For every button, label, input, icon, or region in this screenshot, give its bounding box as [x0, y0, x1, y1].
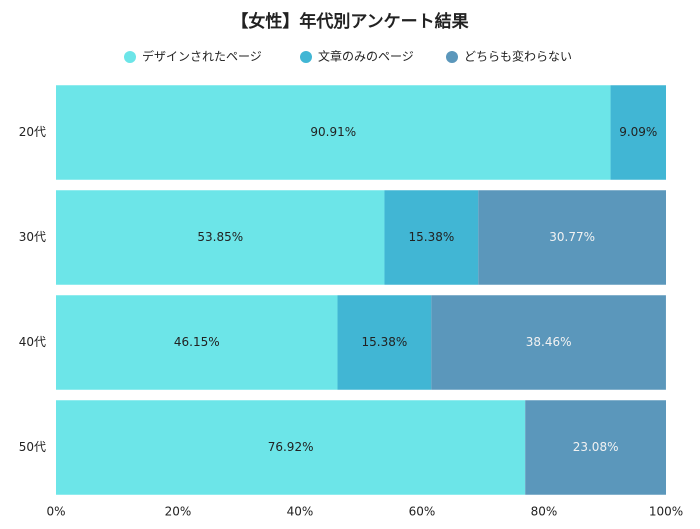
bar-segment [384, 190, 479, 285]
value-label: 90.91% [310, 125, 356, 139]
legend-swatch [124, 51, 136, 63]
chart-title: 【女性】年代別アンケート結果 [231, 11, 468, 32]
value-label: 53.85% [197, 230, 243, 244]
y-tick-label: 40代 [19, 335, 46, 349]
y-tick-label: 50代 [19, 440, 46, 454]
legend-swatch [300, 51, 312, 63]
bar-segment [610, 85, 666, 180]
bar-segment [431, 295, 666, 390]
bar-segment [56, 400, 526, 495]
bar-segment [337, 295, 432, 390]
x-tick-label: 80% [531, 505, 558, 519]
x-tick-label: 40% [287, 505, 314, 519]
value-label: 15.38% [409, 230, 455, 244]
value-label: 9.09% [619, 125, 657, 139]
x-tick-label: 60% [409, 505, 436, 519]
x-tick-label: 0% [46, 505, 65, 519]
value-label: 30.77% [549, 230, 595, 244]
y-tick-label: 20代 [19, 125, 46, 139]
y-tick-label: 30代 [19, 230, 46, 244]
bar-segment [525, 400, 666, 495]
x-tick-label: 20% [165, 505, 192, 519]
legend-label: どちらも変わらない [464, 49, 572, 64]
value-label: 15.38% [362, 335, 408, 349]
value-label: 38.46% [526, 335, 572, 349]
legend-label: 文章のみのページ [318, 49, 414, 64]
legend-swatch [446, 51, 458, 63]
legend-label: デザインされたページ [142, 49, 262, 64]
value-label: 46.15% [174, 335, 220, 349]
bar-segment [56, 295, 338, 390]
bar-segment [56, 190, 385, 285]
bar-segment [56, 85, 611, 180]
x-tick-label: 100% [649, 505, 683, 519]
value-label: 23.08% [573, 440, 619, 454]
value-label: 76.92% [268, 440, 314, 454]
bar-segment [478, 190, 666, 285]
